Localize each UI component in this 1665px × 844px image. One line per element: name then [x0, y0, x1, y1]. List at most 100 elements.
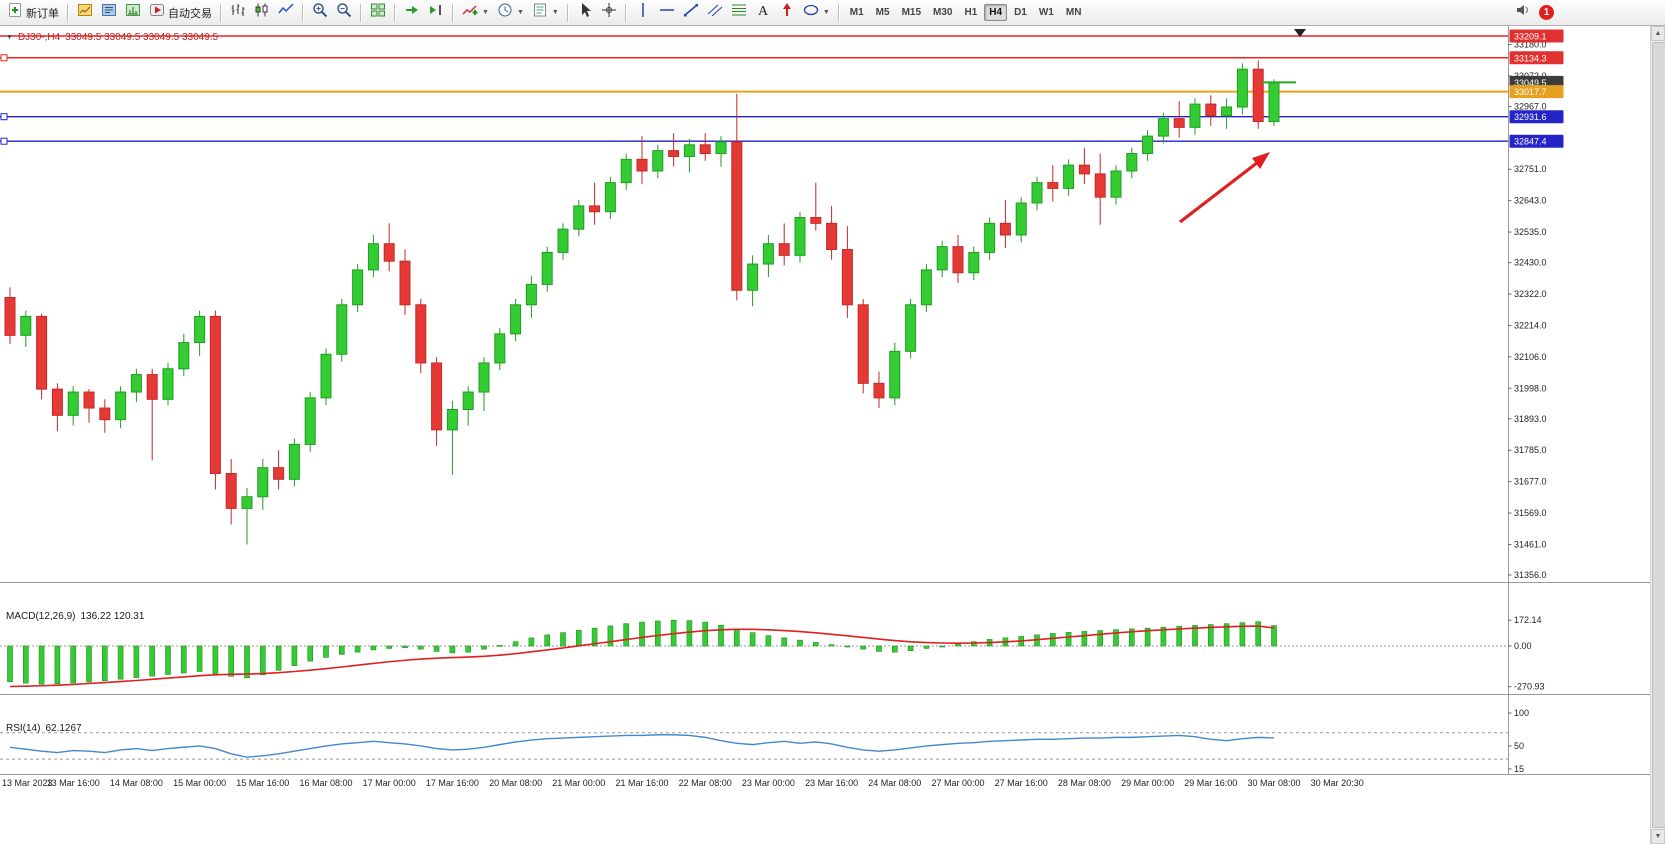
sound-button[interactable] [1511, 1, 1535, 25]
candle [241, 496, 253, 509]
candle [83, 391, 95, 409]
time-axis-label: 23 Mar 16:00 [805, 778, 858, 788]
tf-m5-button[interactable]: M5 [875, 7, 890, 18]
tf-m30-button[interactable]: M30 [933, 7, 953, 18]
terminal-icon [125, 2, 141, 23]
candle [952, 246, 964, 274]
new-order-label: 新订单 [26, 7, 59, 20]
time-axis-label: 15 Mar 16:00 [236, 778, 289, 788]
price-axis-box [1509, 29, 1564, 43]
chart-candles-button[interactable] [250, 1, 274, 25]
tf-m1-button[interactable]: M1 [849, 7, 864, 18]
candle [525, 283, 537, 306]
new-order-button[interactable]: 新订单 [3, 1, 63, 25]
candle [762, 243, 774, 265]
tf-d1-button[interactable]: D1 [1014, 7, 1027, 18]
fibonacci-icon [731, 2, 747, 23]
tile-windows-button[interactable] [366, 1, 390, 25]
candle [99, 407, 111, 421]
auto-trading-icon [149, 2, 165, 23]
fibonacci-button[interactable] [727, 1, 751, 25]
price-axis-label: 31677.0 [1514, 477, 1547, 487]
candle [415, 304, 427, 364]
vertical-line-icon [635, 2, 651, 23]
candle [889, 350, 901, 399]
scroll-down-button[interactable]: ▼ [1651, 829, 1665, 844]
candle [209, 315, 221, 474]
toolbar-separator [624, 3, 627, 22]
text-tool-icon: A [755, 2, 771, 23]
vertical-line-button[interactable] [631, 1, 655, 25]
tf-h1-button[interactable]: H1 [964, 7, 978, 18]
channel-button[interactable] [703, 1, 727, 25]
zoom-out-button[interactable] [332, 1, 356, 25]
dropdown-arrow-icon[interactable]: ▼ [516, 9, 524, 16]
chart-shift-marker[interactable] [1294, 29, 1306, 37]
time-axis-label: 30 Mar 08:00 [1247, 778, 1300, 788]
dropdown-arrow-icon[interactable]: ▼ [822, 9, 830, 16]
arrows-tool-button[interactable] [775, 1, 799, 25]
templates-button[interactable]: ▼ [528, 1, 563, 25]
periods-button[interactable]: ▼ [493, 1, 528, 25]
candle [146, 374, 158, 400]
crosshair-button[interactable] [597, 1, 621, 25]
toolbar-separator [67, 3, 69, 22]
macd-values: 136.22 120.31 [80, 611, 145, 622]
time-axis-label: 21 Mar 16:00 [615, 778, 668, 788]
vertical-scrollbar[interactable]: ▲ ▼ [1650, 26, 1665, 844]
candle [257, 467, 269, 498]
time-axis-label: 20 Mar 08:00 [489, 778, 542, 788]
auto-scroll-button[interactable] [400, 1, 424, 25]
dropdown-arrow-icon[interactable]: ▼ [551, 9, 559, 16]
trendline-icon [683, 2, 699, 23]
add-indicator-button[interactable]: ▼ [458, 1, 493, 25]
chart-bars-button[interactable] [226, 1, 250, 25]
market-watch-button[interactable] [73, 1, 97, 25]
navigator-button[interactable] [97, 1, 121, 25]
trendline-button[interactable] [679, 1, 703, 25]
candle [1173, 118, 1185, 128]
horizontal-line-button[interactable] [655, 1, 679, 25]
shapes-button[interactable]: ▼ [799, 1, 834, 25]
dropdown-arrow-icon[interactable]: ▼ [482, 9, 489, 16]
candle [668, 150, 680, 157]
time-axis-label: 17 Mar 00:00 [363, 778, 416, 788]
price-axis-label: 31569.0 [1514, 508, 1547, 518]
price-axis-box [1509, 51, 1564, 65]
trend-arrow-annotation[interactable] [1179, 152, 1270, 224]
macd-indicator-label: MACD(12,26,9) 136.22 120.31 [6, 611, 149, 622]
tf-w1-button[interactable]: W1 [1038, 7, 1054, 18]
notification-badge[interactable]: 1 [1539, 5, 1554, 20]
price-axis[interactable]: 33180.0 33072.0 32967.0 32751.0 32643.0 32535… [1508, 29, 1564, 775]
chart-menu-icon[interactable]: ▼ [6, 34, 13, 41]
chart-shift-button[interactable] [424, 1, 448, 25]
auto-trading-button[interactable]: 自动交易 [145, 1, 216, 25]
chart-line-button[interactable] [274, 1, 298, 25]
tf-h4-button[interactable]: H4 [984, 4, 1008, 21]
zoom-in-button[interactable] [308, 1, 332, 25]
price-axis-label: 33072.0 [1514, 71, 1547, 81]
rsi-indicator-label: RSI(14) 62.1267 [6, 723, 87, 734]
price-axis-label: 32214.0 [1514, 320, 1547, 330]
tf-m15-button[interactable]: M15 [901, 7, 922, 18]
candle [1094, 173, 1106, 198]
chart-window[interactable]: ▼ DJ30-,H4 33049.5 33049.5 33049.5 33049… [0, 26, 1650, 844]
scroll-up-button[interactable]: ▲ [1651, 26, 1665, 41]
candle [1221, 106, 1233, 117]
candle [1268, 81, 1280, 123]
price-chart[interactable]: 33180.0 33072.0 32967.0 32751.0 32643.0 32535… [0, 26, 1650, 844]
terminal-button[interactable] [121, 1, 145, 25]
candle [320, 353, 332, 399]
candle [810, 217, 822, 224]
cursor-button[interactable] [573, 1, 597, 25]
candle [4, 297, 16, 336]
horizontal-lines[interactable] [0, 35, 1508, 145]
text-tool-button[interactable]: A [751, 1, 775, 25]
scrollbar-thumb[interactable] [1652, 42, 1665, 828]
rsi-label: RSI(14) [6, 723, 41, 734]
macd-axis-label: -270.93 [1514, 682, 1545, 692]
tf-mn-button[interactable]: MN [1065, 7, 1082, 18]
chart-line-icon [278, 2, 294, 23]
candle [747, 263, 759, 291]
